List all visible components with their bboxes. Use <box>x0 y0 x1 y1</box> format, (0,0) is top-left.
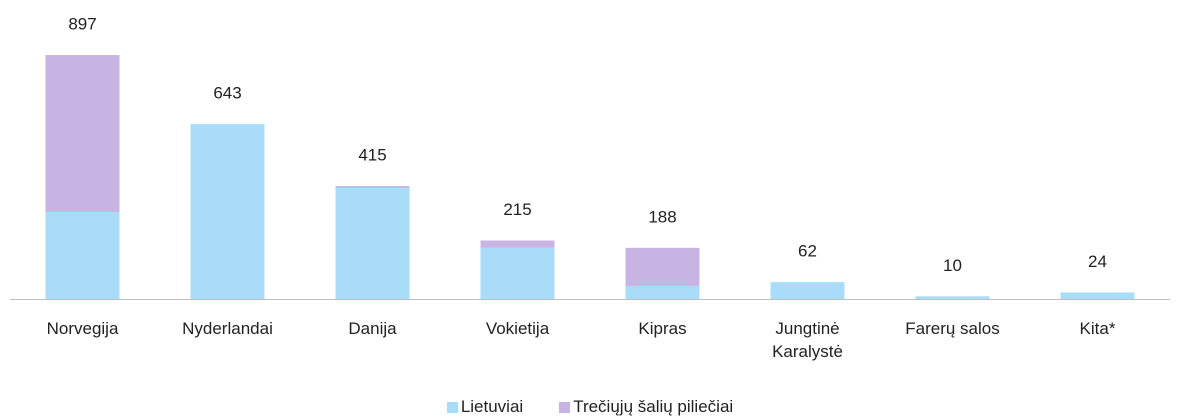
total-label: 215 <box>503 200 531 219</box>
bar-segment <box>335 186 410 189</box>
bar-segment <box>1060 292 1135 299</box>
x-tick-label: Farerų salos <box>905 319 1000 338</box>
x-tick-label: Danija <box>348 319 397 338</box>
x-tick-label: Kipras <box>638 319 687 338</box>
legend-label: Trečiųjų šalių piliečiai <box>573 397 734 416</box>
bar-segment <box>480 247 555 299</box>
x-tick-label: Kita* <box>1079 319 1116 338</box>
total-label: 24 <box>1088 252 1107 271</box>
x-tick-label: Norvegija <box>46 319 119 338</box>
legend: Lietuviai Trečiųjų šalių piliečiai <box>0 397 1180 418</box>
total-label: 10 <box>943 256 962 275</box>
bar-segment <box>45 55 120 212</box>
bar-segment <box>335 188 410 299</box>
bar-segment <box>915 296 990 299</box>
x-tick-label: Jungtinė Karalystė <box>772 319 843 361</box>
x-tick-label: Nyderlandai <box>182 319 273 338</box>
total-label: 897 <box>68 15 96 34</box>
bar-segment <box>480 240 555 248</box>
total-label: 415 <box>358 146 386 165</box>
legend-swatch <box>446 401 458 413</box>
bar-segment <box>625 285 700 299</box>
bar-segment <box>45 211 120 299</box>
bar-segment <box>625 247 700 286</box>
total-label: 643 <box>213 84 241 103</box>
total-label: 188 <box>648 207 676 226</box>
x-tick-label: Vokietija <box>485 319 550 338</box>
total-label: 62 <box>798 242 817 261</box>
bar-segment <box>190 124 265 299</box>
bar-segment <box>770 282 845 299</box>
legend-label: Lietuviai <box>460 397 524 416</box>
legend-swatch <box>559 401 571 413</box>
legend-item: Trečiųjų šalių piliečiai <box>559 397 733 417</box>
legend-item: Lietuviai <box>446 397 524 417</box>
